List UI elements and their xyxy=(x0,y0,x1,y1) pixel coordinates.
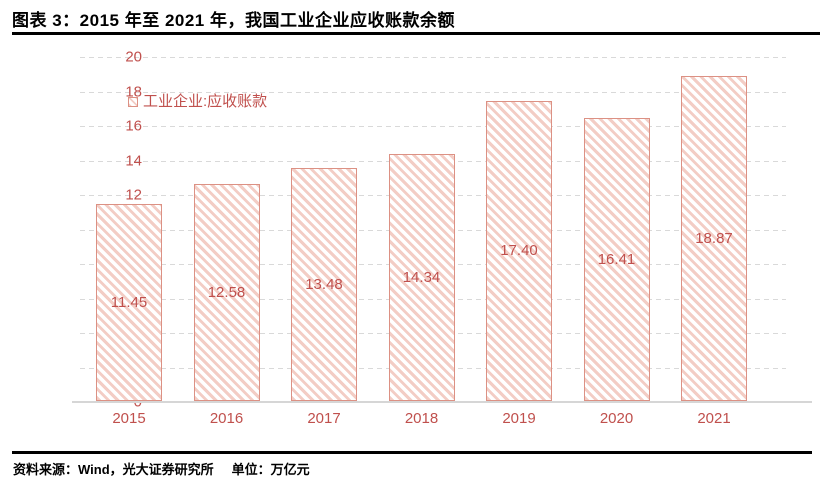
legend-label: 工业企业:应收账款 xyxy=(143,93,268,110)
gridline xyxy=(80,57,786,58)
footer-note: 资料来源：Wind，光大证券研究所 单位：万亿元 xyxy=(13,459,310,478)
bar-value-label: 11.45 xyxy=(110,293,148,311)
bar-value-label: 13.48 xyxy=(305,276,343,294)
bar: 16.41 xyxy=(583,117,650,401)
y-tick-label: 16 xyxy=(125,117,142,135)
source-note: 资料来源：Wind，光大证券研究所 xyxy=(13,462,214,477)
bar: 17.40 xyxy=(486,100,552,401)
x-tick-label: 2016 xyxy=(209,410,244,427)
x-tick-label: 2020 xyxy=(599,410,634,427)
y-tick-label: 12 xyxy=(125,186,142,204)
bar: 14.34 xyxy=(388,153,455,401)
y-tick-label: 18 xyxy=(125,83,142,100)
y-tick-label: 20 xyxy=(125,48,142,66)
bar: 11.45 xyxy=(96,203,162,401)
x-tick-label: 2019 xyxy=(502,410,536,427)
bar-chart: 0246810121416182011.45201512.58201613.48… xyxy=(0,40,826,440)
unit-note: 单位：万亿元 xyxy=(231,462,310,477)
bar: 13.48 xyxy=(291,168,357,401)
plot-area: 0246810121416182011.45201512.58201613.48… xyxy=(72,50,812,427)
x-tick-label: 2017 xyxy=(307,410,341,427)
bar-value-label: 17.40 xyxy=(500,242,538,260)
x-tick-label: 2021 xyxy=(697,410,731,427)
figure-title: 图表 3：2015 年至 2021 年，我国工业企业应收账款余额 xyxy=(12,11,455,30)
bar-value-label: 12.58 xyxy=(207,284,246,301)
bar-value-label: 14.34 xyxy=(402,268,441,286)
gridline xyxy=(80,91,786,93)
bar-value-label: 18.87 xyxy=(695,229,733,247)
chart-legend: 工业企业:应收账款 xyxy=(128,94,267,109)
x-tick-label: 2015 xyxy=(112,410,146,427)
bar: 18.87 xyxy=(681,75,747,401)
bar: 12.58 xyxy=(193,184,260,401)
y-tick-label: 14 xyxy=(125,152,142,169)
title-rule xyxy=(12,32,820,35)
gridline xyxy=(80,126,786,127)
x-axis-line xyxy=(72,401,812,403)
x-tick-label: 2018 xyxy=(404,410,439,427)
legend-hatch-swatch-icon xyxy=(128,96,138,107)
footer-rule xyxy=(12,451,812,454)
bar-value-label: 16.41 xyxy=(597,250,636,268)
